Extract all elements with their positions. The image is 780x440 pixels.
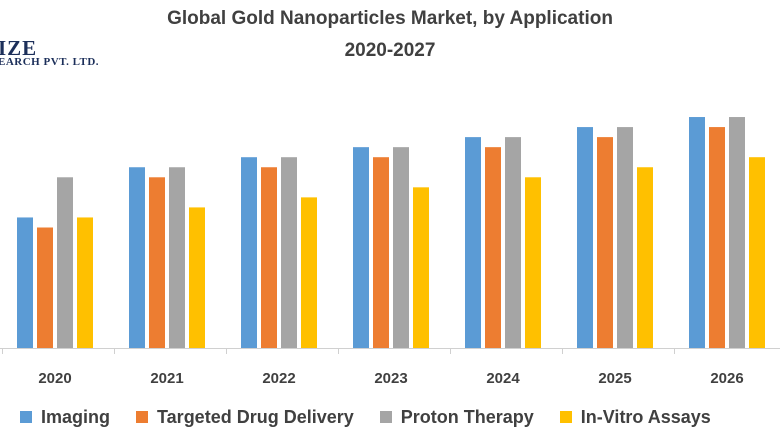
x-tick-label-2021: 2021: [150, 370, 183, 387]
bar-imaging-2025: [577, 127, 593, 349]
legend-swatch: [20, 411, 32, 423]
logo-sub-text: EARCH PVT. LTD.: [0, 56, 100, 68]
x-tick-label-2025: 2025: [598, 370, 631, 387]
bar-imaging-2024: [465, 137, 481, 348]
bar-targeted-drug-delivery-2022: [261, 167, 277, 348]
bar-targeted-drug-delivery-2023: [373, 157, 389, 348]
bar-proton-therapy-2022: [281, 157, 297, 348]
bar-in-vitro-assays-2024: [525, 177, 541, 348]
legend-item-targeted-drug-delivery: Targeted Drug Delivery: [136, 407, 354, 428]
logo-main-text: IZE: [0, 36, 38, 60]
legend-label: In-Vitro Assays: [580, 406, 711, 427]
legend-swatch: [379, 411, 392, 423]
x-tick-label-2024: 2024: [486, 370, 520, 387]
legend-item-imaging: Imaging: [20, 407, 110, 428]
legend-item-proton-therapy: Proton Therapy: [379, 406, 534, 428]
bar-imaging-2021: [129, 167, 145, 348]
bar-in-vitro-assays-2020: [77, 217, 93, 348]
bar-proton-therapy-2025: [617, 127, 633, 349]
legend-label: Proton Therapy: [400, 406, 534, 427]
bar-proton-therapy-2021: [169, 167, 185, 348]
bar-targeted-drug-delivery-2025: [597, 137, 613, 348]
x-tick-label-2020: 2020: [38, 370, 71, 387]
chart-subtitle: 2020-2027: [344, 40, 436, 61]
x-tick-label-2026: 2026: [710, 370, 743, 387]
x-tick-label-2022: 2022: [262, 370, 295, 387]
bar-proton-therapy-2026: [729, 117, 745, 348]
bar-imaging-2022: [241, 157, 257, 348]
bar-in-vitro-assays-2022: [301, 197, 317, 348]
bar-proton-therapy-2020: [57, 177, 73, 348]
bar-in-vitro-assays-2023: [413, 187, 429, 348]
bar-targeted-drug-delivery-2021: [149, 177, 165, 348]
bar-imaging-2026: [689, 117, 705, 348]
chart-legend: Imaging Targeted Drug Delivery Proton Ther…: [20, 404, 737, 430]
plot-area: 2020 2021 2022 2023 2024 2025 2026: [0, 117, 780, 387]
bar-targeted-drug-delivery-2024: [485, 147, 501, 348]
bar-targeted-drug-delivery-2026: [709, 127, 725, 349]
legend-item-in-vitro-assays: In-Vitro Assays: [559, 406, 711, 428]
bar-imaging-2020: [17, 217, 33, 348]
bar-in-vitro-assays-2025: [637, 167, 653, 348]
legend-label: Targeted Drug Delivery: [157, 406, 354, 427]
chart-title: Global Gold Nanoparticles Market, by App…: [167, 8, 613, 29]
legend-label: Imaging: [41, 406, 111, 427]
bar-imaging-2023: [353, 147, 369, 348]
bar-proton-therapy-2023: [393, 147, 409, 348]
legend-swatch: [559, 411, 572, 423]
legend-swatch: [136, 411, 149, 423]
bar-proton-therapy-2024: [505, 137, 521, 348]
bar-targeted-drug-delivery-2020: [37, 227, 53, 348]
bar-in-vitro-assays-2026: [749, 157, 765, 348]
bar-in-vitro-assays-2021: [189, 207, 205, 348]
x-tick-label-2023: 2023: [374, 370, 407, 387]
